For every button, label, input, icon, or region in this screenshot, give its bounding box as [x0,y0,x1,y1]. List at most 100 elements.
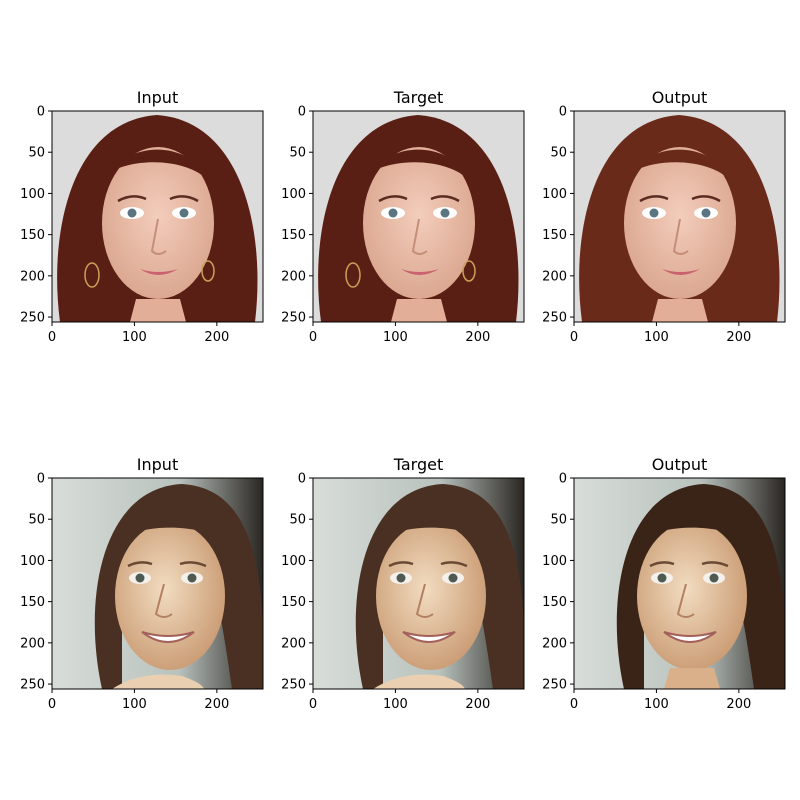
x-tick-label: 0 [48,330,56,345]
portrait-brow-left [378,195,408,203]
y-tick-label: 0 [559,472,567,487]
portrait-fringe [642,514,746,540]
y-tick-label: 250 [281,678,306,693]
portrait-fringe [634,149,730,181]
y-tick-label: 150 [20,228,45,243]
portrait-mouth [140,269,178,275]
portrait-nose [676,583,695,618]
y-tick-label: 150 [542,595,567,610]
y-tick-label: 150 [281,595,306,610]
portrait-neck [130,299,186,322]
y-tick-label: 100 [281,187,306,202]
y-tick-label: 100 [20,554,45,569]
portrait-earring-right [201,260,215,282]
portrait-iris-right [440,208,450,218]
portrait-iris-left [127,208,137,218]
portrait-iris-left [135,573,145,583]
face-woman-auburn-hair-output [574,111,785,322]
y-tick-label: 50 [289,146,306,161]
portrait-nose [415,583,434,618]
portrait-brow-right [691,195,721,203]
portrait-fringe [373,149,469,181]
portrait-mouth [663,631,717,643]
portrait-hair [355,484,524,689]
portrait-brow-right [169,195,199,203]
y-tick-label: 50 [289,513,306,528]
portrait-iris-left [396,573,406,583]
portrait-brow-left [649,561,675,568]
portrait-neck [664,668,720,689]
y-tick-label: 0 [37,472,45,487]
y-tick-label: 0 [298,472,306,487]
portrait-brow-left [388,561,414,568]
x-tick-label: 100 [644,330,669,345]
y-tick-label: 150 [20,595,45,610]
portrait-hands [112,674,204,689]
panel-title: Input [137,88,178,107]
portrait-face [376,522,486,670]
portrait-nose [150,218,167,255]
x-tick-label: 200 [465,330,490,345]
x-tick-label: 200 [465,697,490,712]
axes-frame [51,477,264,690]
y-tick-label: 0 [37,105,45,120]
y-tick-label: 50 [550,513,567,528]
portrait-brow-left [639,195,669,203]
x-tick-label: 100 [644,697,669,712]
portrait-earring-left [345,262,361,288]
portrait-hair [616,484,785,689]
axes-frame [312,477,525,690]
axes-frame [51,110,264,323]
axes-frame [573,477,786,690]
panel-title: Output [652,88,708,107]
axes-frame [312,110,525,323]
y-tick-label: 150 [542,228,567,243]
portrait-brow-left [127,561,153,568]
y-tick-label: 200 [20,269,45,284]
x-tick-label: 200 [204,697,229,712]
y-tick-label: 100 [542,554,567,569]
y-tick-label: 50 [28,146,45,161]
panel-title: Output [652,455,708,474]
x-tick-label: 0 [48,697,56,712]
y-tick-label: 0 [559,105,567,120]
y-tick-label: 250 [542,311,567,326]
y-tick-label: 200 [281,269,306,284]
y-tick-label: 150 [281,228,306,243]
face-girl-smiling-output [574,478,785,689]
portrait-fringe [381,514,485,540]
portrait-iris-left [388,208,398,218]
portrait-face [637,522,747,670]
portrait-nose [672,218,689,255]
portrait-brow-right [179,561,207,568]
portrait-hair [94,484,263,689]
x-tick-label: 200 [726,697,751,712]
x-tick-label: 0 [570,330,578,345]
portrait-iris-right [448,573,458,583]
portrait-fringe [120,514,224,540]
portrait-face [115,522,225,670]
y-tick-label: 250 [542,678,567,693]
portrait-brow-right [440,561,468,568]
portrait-nose [411,218,428,255]
face-girl-smiling-input [52,478,263,689]
portrait-mouth [402,631,456,643]
portrait-neck [391,299,447,322]
y-tick-label: 0 [298,105,306,120]
face-woman-auburn-hair-target [313,111,524,322]
y-tick-label: 200 [20,636,45,651]
x-tick-label: 0 [309,697,317,712]
portrait-iris-right [709,573,719,583]
y-tick-label: 100 [20,187,45,202]
panel-title: Input [137,455,178,474]
portrait-earring-left [84,262,100,288]
panel-title: Target [393,455,444,474]
x-tick-label: 200 [726,330,751,345]
portrait-iris-right [187,573,197,583]
